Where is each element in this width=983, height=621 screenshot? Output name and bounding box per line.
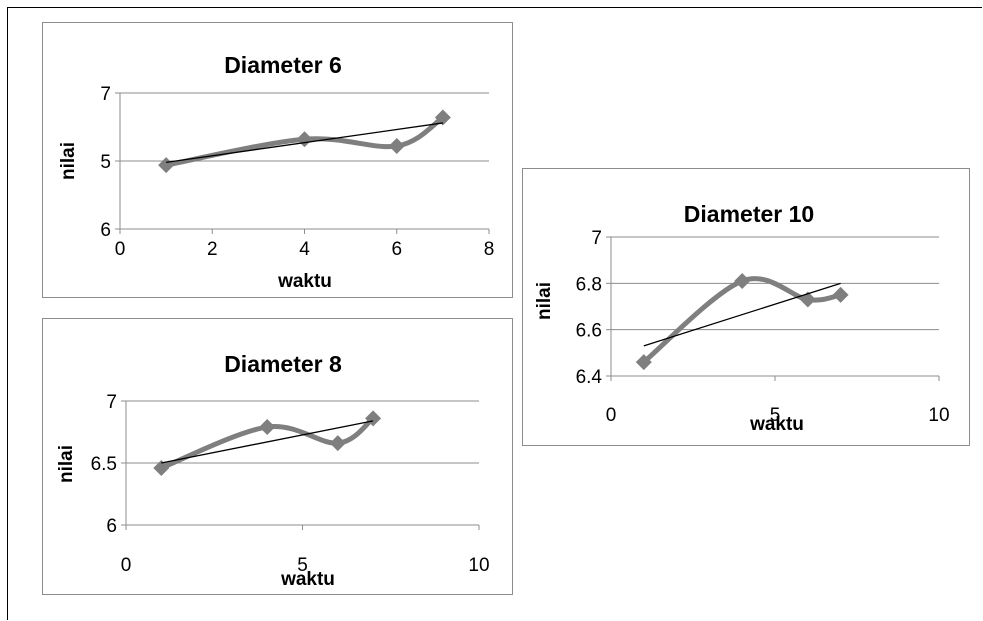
y-axis-label: nilai: [56, 445, 77, 483]
x-axis-label: waktu: [277, 271, 332, 292]
y-tick-label: 7: [100, 84, 111, 105]
x-tick-label: 0: [121, 555, 132, 576]
chart-title: Diameter 8: [224, 351, 342, 377]
x-tick-label: 0: [606, 405, 617, 426]
data-point: [153, 459, 170, 476]
data-point: [259, 419, 276, 436]
y-axis-label: nilai: [534, 282, 555, 320]
chart-diameter-8: Diameter 8 6 6.5 7 0 5 10 waktu nilai: [42, 318, 513, 595]
series-line: [641, 276, 844, 365]
trendline: [161, 420, 374, 464]
x-axis-label: waktu: [280, 569, 335, 590]
data-point: [365, 410, 382, 427]
x-tick-label: 0: [115, 239, 126, 260]
chart-svg: Diameter 6 6 5 7 0 2 4 6 8 waktu nilai: [58, 52, 495, 292]
x-tick-label: 10: [468, 555, 489, 576]
y-tick-label: 6: [100, 220, 111, 241]
y-tick-label: 6.5: [91, 454, 117, 475]
x-tick-label: 10: [928, 405, 949, 426]
x-tick-label: 6: [391, 239, 402, 260]
y-tick-label: 7: [106, 392, 117, 413]
series-line: [158, 415, 376, 471]
y-axis-label: nilai: [58, 142, 79, 180]
data-point: [158, 157, 175, 174]
chart-title: Diameter 10: [684, 201, 814, 227]
chart-svg: Diameter 8 6 6.5 7 0 5 10 waktu nilai: [56, 351, 490, 590]
page-frame: [7, 7, 982, 620]
y-tick-label: 7: [591, 228, 602, 249]
trendline: [166, 122, 443, 164]
data-point: [296, 131, 313, 148]
chart-diameter-6: Diameter 6 6 5 7 0 2 4 6 8 waktu nilai: [42, 22, 513, 298]
y-tick-label: 6.6: [576, 321, 602, 342]
x-tick-label: 5: [297, 555, 308, 576]
y-tick-label: 5: [100, 152, 111, 173]
chart-diameter-10: Diameter 10 6.4 6.6 6.8 7 0 5 10 waktu nilai: [522, 168, 970, 446]
y-tick-label: 6: [106, 516, 117, 537]
x-tick-label: 2: [207, 239, 218, 260]
chart-svg: Diameter 10 6.4 6.6 6.8 7 0 5 10 waktu nilai: [534, 201, 950, 435]
y-tick-label: 6.4: [576, 367, 603, 388]
data-point: [799, 291, 816, 308]
chart-title: Diameter 6: [224, 52, 342, 78]
data-point: [832, 286, 849, 303]
series-line: [163, 114, 446, 168]
data-point: [329, 435, 346, 452]
x-tick-label: 5: [770, 405, 781, 426]
y-tick-label: 6.8: [576, 274, 602, 295]
x-tick-label: 4: [299, 239, 310, 260]
data-point: [635, 354, 652, 371]
x-tick-label: 8: [484, 239, 495, 260]
data-point: [434, 109, 451, 126]
data-point: [734, 273, 751, 290]
data-point: [388, 138, 405, 155]
x-axis-label: waktu: [749, 414, 804, 435]
trendline: [643, 282, 841, 347]
